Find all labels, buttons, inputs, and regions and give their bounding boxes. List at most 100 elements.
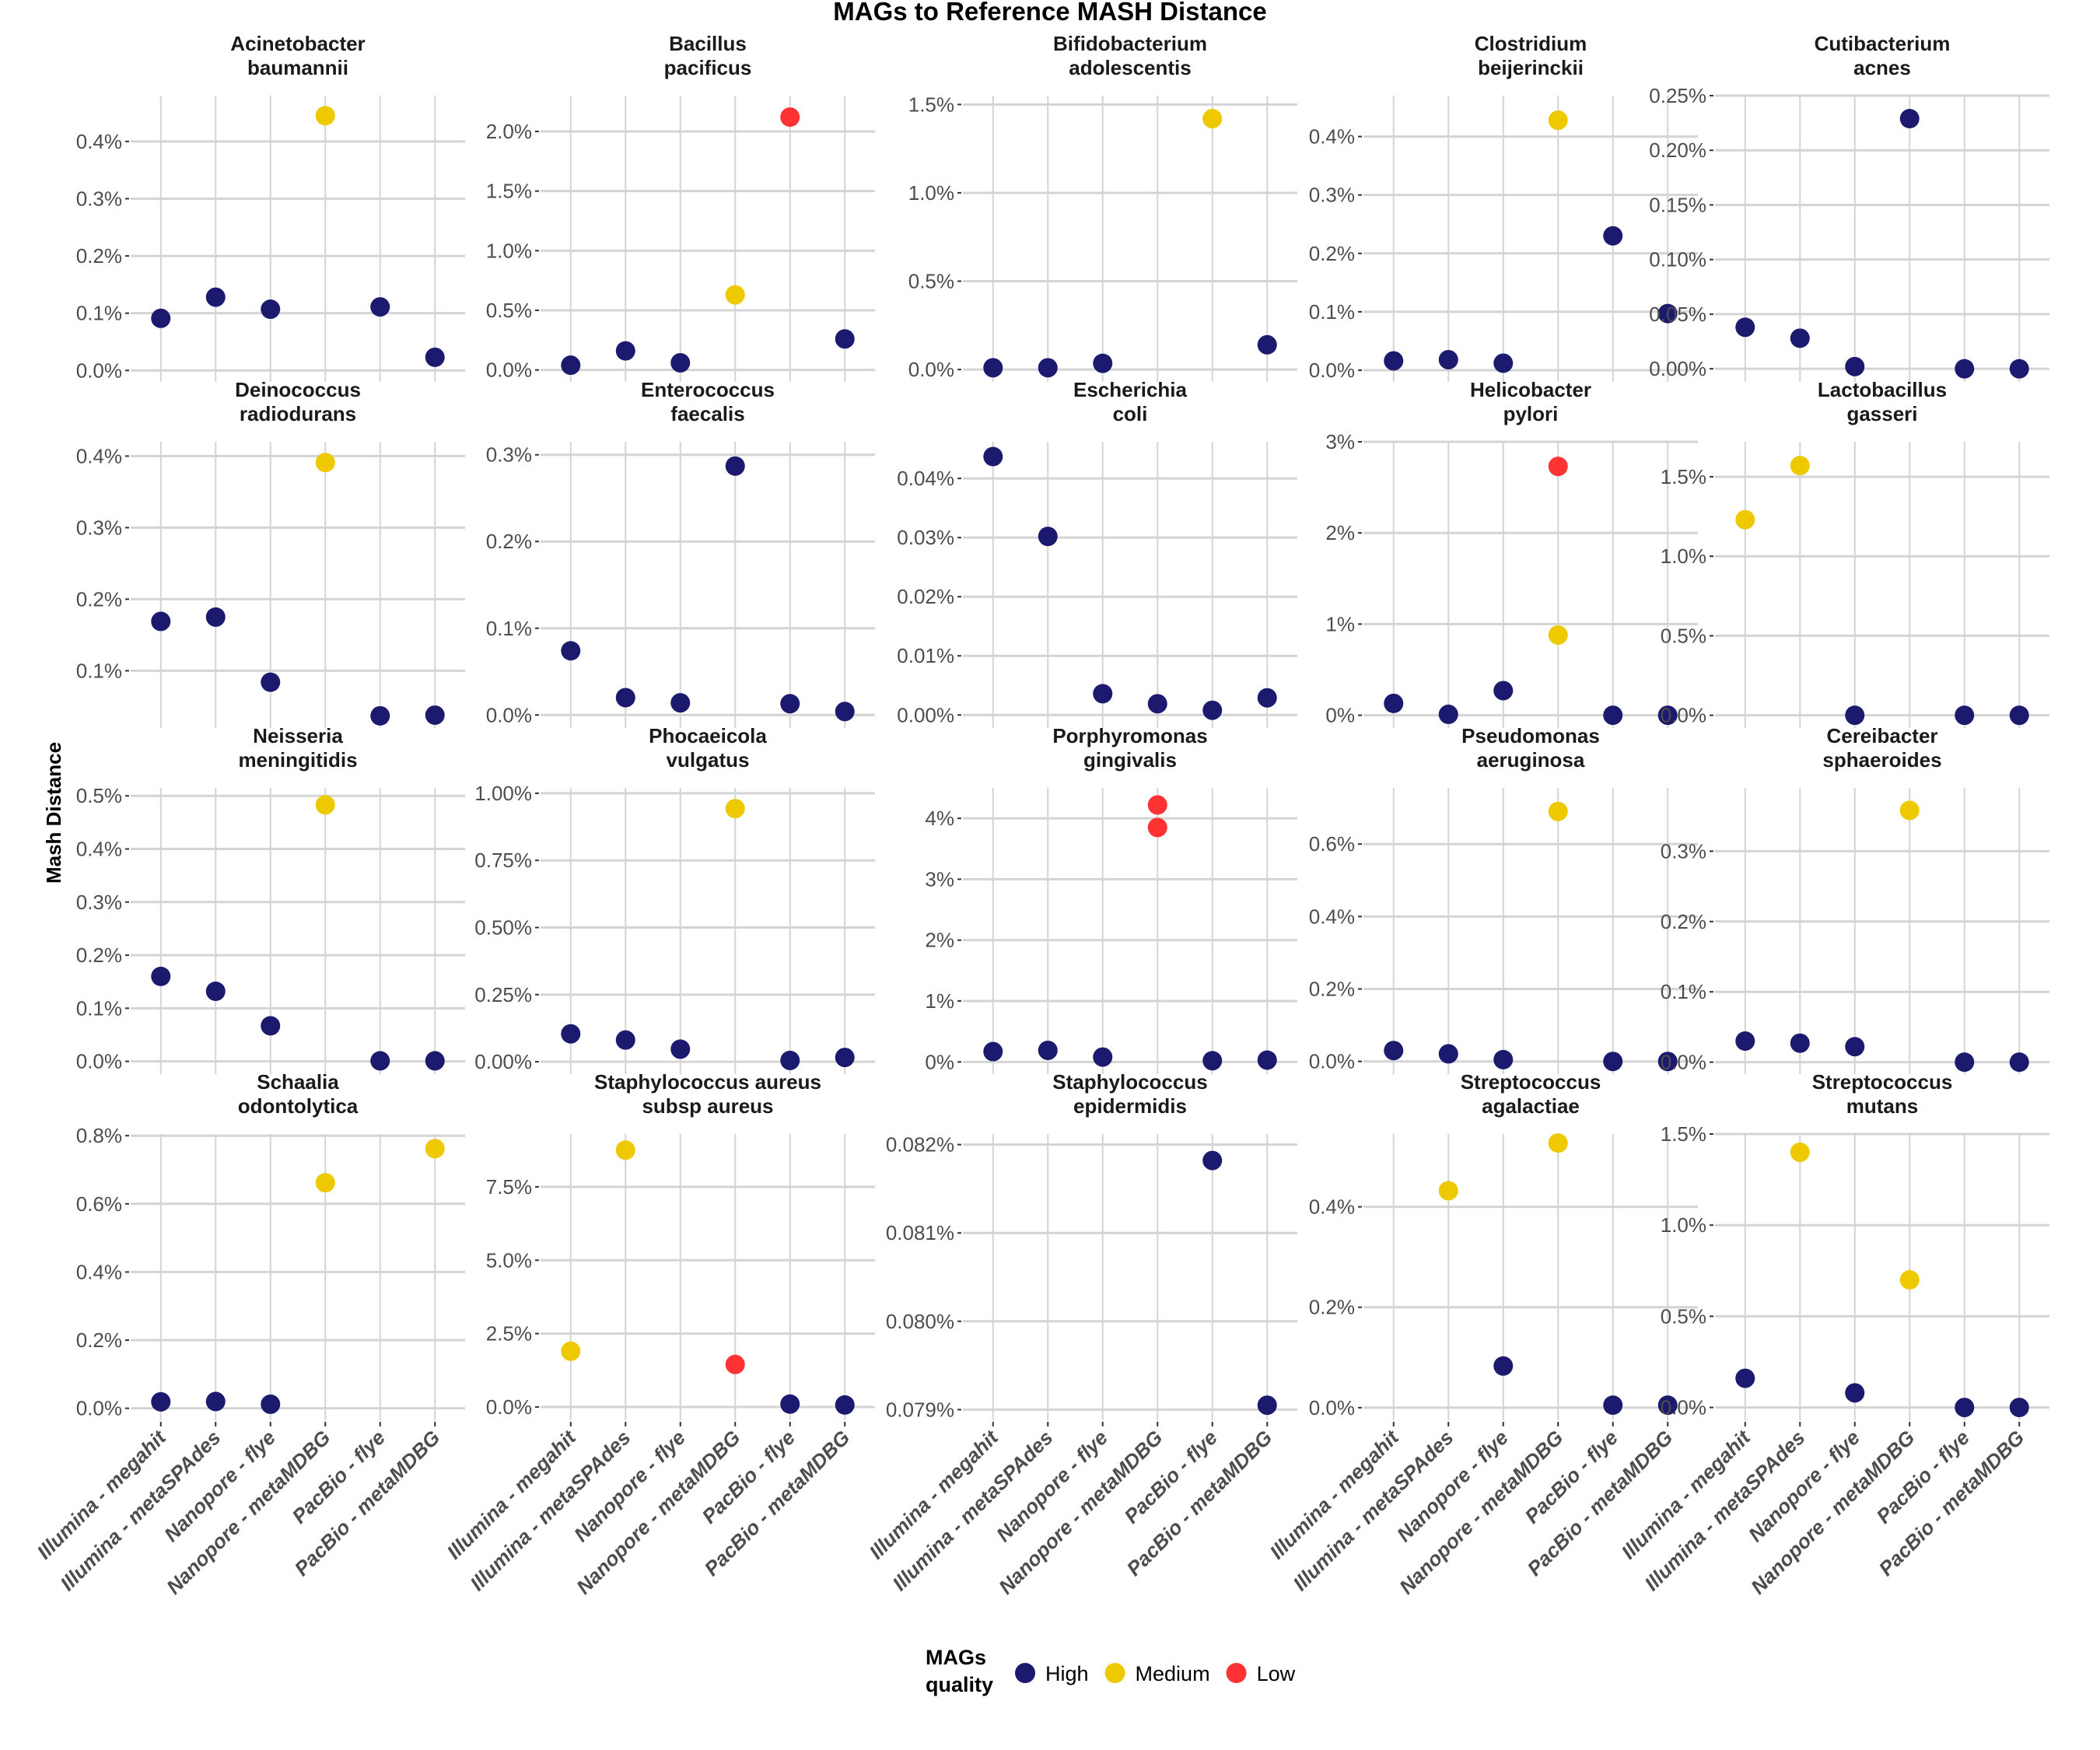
y-axis-label: Mash Distance: [42, 742, 65, 884]
data-point: [1093, 684, 1113, 704]
data-point: [1038, 1040, 1058, 1060]
data-point: [1735, 1031, 1755, 1052]
data-point: [1603, 1395, 1623, 1416]
y-tick-label: 0.4%: [76, 1260, 122, 1283]
panel-title: baumannii: [247, 56, 348, 79]
data-point: [261, 1016, 281, 1036]
data-point: [151, 966, 171, 986]
data-point: [835, 329, 855, 349]
panel-title: Neisseria: [253, 724, 343, 747]
y-tick-label: 1.0%: [1661, 1213, 1706, 1237]
y-tick-label: 1.5%: [1661, 465, 1706, 488]
y-tick-label: 0.05%: [1649, 303, 1706, 326]
y-tick-label: 0.2%: [76, 943, 122, 967]
y-tick-label: 0.5%: [76, 784, 122, 807]
y-tick-label: 0.5%: [1661, 624, 1706, 647]
data-point: [205, 1391, 226, 1412]
data-point: [1790, 1142, 1810, 1162]
data-point: [1899, 1270, 1920, 1290]
panel-title: Schaalia: [257, 1070, 339, 1094]
data-point: [2009, 705, 2029, 726]
data-point: [1845, 705, 1865, 726]
panel-title: Cutibacterium: [1815, 32, 1951, 55]
panel-title: Porphyromonas: [1052, 724, 1207, 747]
y-tick-label: 0.6%: [76, 1192, 122, 1216]
data-point: [561, 1024, 581, 1044]
y-tick-label: 1%: [925, 989, 954, 1013]
data-point: [780, 107, 800, 128]
y-tick-label: 0.00%: [474, 1050, 532, 1073]
panel-title: agalactiae: [1482, 1094, 1580, 1118]
data-point: [1493, 353, 1514, 373]
panel-title: faecalis: [670, 402, 744, 425]
y-tick-label: 0.1%: [76, 996, 122, 1020]
y-tick-label: 0.15%: [1649, 193, 1706, 216]
data-point: [261, 1394, 281, 1414]
y-tick-label: 0.4%: [1309, 125, 1355, 149]
data-point: [1657, 705, 1678, 726]
data-point: [1548, 625, 1568, 645]
panel-title: aeruginosa: [1477, 748, 1585, 772]
y-tick-label: 0.20%: [1649, 138, 1706, 162]
data-point: [1955, 1052, 1975, 1073]
y-tick-label: 0.0%: [1309, 1050, 1355, 1073]
legend-label-low: Low: [1257, 1662, 1296, 1685]
data-point: [1438, 704, 1458, 724]
y-tick-label: 0.080%: [886, 1310, 954, 1333]
panel-title: adolescentis: [1069, 56, 1192, 79]
data-point: [1790, 328, 1810, 348]
data-point: [370, 1051, 390, 1071]
y-tick-label: 1%: [1325, 612, 1355, 635]
data-point: [1147, 817, 1167, 838]
data-point: [1202, 1150, 1223, 1171]
data-point: [615, 1030, 635, 1050]
data-point: [1093, 1047, 1113, 1067]
y-tick-label: 2.5%: [486, 1322, 532, 1346]
y-tick-label: 0.04%: [897, 467, 954, 490]
y-tick-label: 2.0%: [486, 120, 532, 143]
y-tick-label: 0.1%: [1661, 980, 1706, 1003]
panel-title: gingivalis: [1083, 748, 1177, 772]
y-tick-label: 0.2%: [76, 587, 122, 611]
panel-title: Phocaeicola: [649, 724, 767, 747]
y-tick-label: 1.00%: [474, 782, 532, 805]
data-point: [1493, 1356, 1514, 1376]
data-point: [2009, 359, 2029, 379]
data-point: [1548, 110, 1568, 131]
data-point: [1603, 1052, 1623, 1072]
panel-title: beijerinckii: [1478, 56, 1584, 79]
data-point: [1038, 527, 1058, 547]
y-tick-label: 0%: [925, 1050, 954, 1073]
data-point: [1438, 1181, 1458, 1201]
data-point: [1493, 1049, 1514, 1069]
data-point: [983, 446, 1003, 467]
y-tick-label: 1.5%: [908, 93, 954, 116]
panel-title: Streptococcus: [1461, 1070, 1601, 1094]
data-point: [561, 355, 581, 376]
y-tick-label: 0.50%: [474, 916, 532, 940]
panel-title: Cereibacter: [1826, 724, 1937, 747]
panel-title: mutans: [1846, 1094, 1918, 1118]
y-tick-label: 0.1%: [1309, 300, 1355, 324]
data-point: [983, 1041, 1003, 1062]
panel-title: Deinococcus: [235, 378, 361, 401]
y-tick-label: 0.3%: [486, 443, 532, 467]
y-tick-label: 0.1%: [76, 659, 122, 682]
data-point: [725, 799, 745, 819]
legend-label-medium: Medium: [1136, 1662, 1210, 1685]
data-point: [1438, 349, 1458, 369]
y-tick-label: 0.5%: [1661, 1304, 1706, 1328]
y-tick-label: 0.5%: [486, 299, 532, 322]
data-point: [425, 1051, 445, 1071]
data-point: [1202, 109, 1223, 129]
data-point: [1657, 1395, 1678, 1416]
